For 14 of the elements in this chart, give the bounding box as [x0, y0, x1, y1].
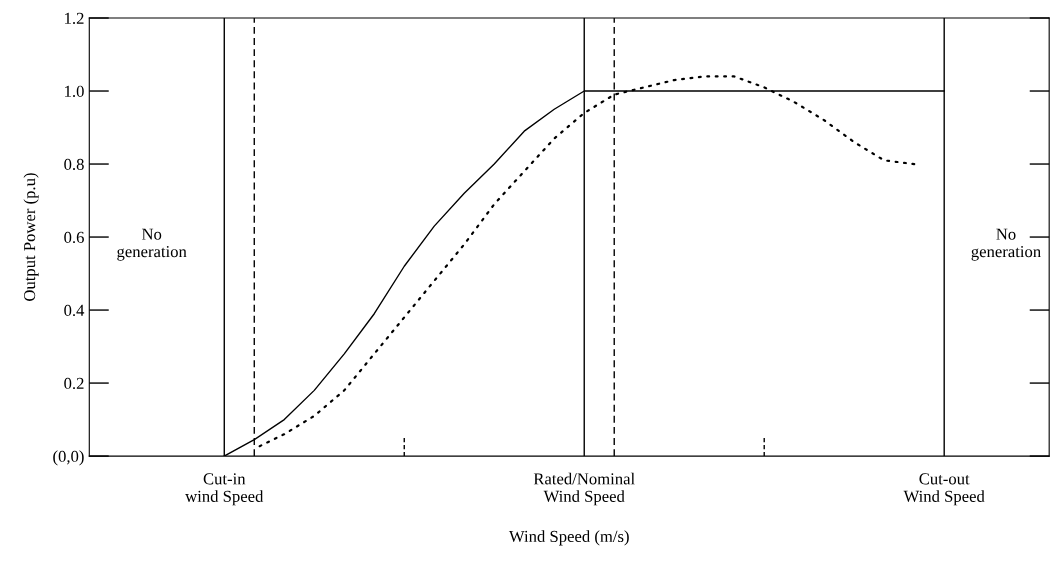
x-tick-label: Cut-in wind Speed [185, 473, 264, 506]
y-tick-label: 0.4 [64, 304, 85, 317]
y-tick-label: 0.8 [64, 158, 84, 171]
x-tick-label: Cut-out Wind Speed [903, 473, 985, 506]
x-axis-title: Wind Speed (m/s) [508, 530, 629, 546]
y-tick-label: 1.2 [65, 12, 84, 25]
y-tick-label: (0,0) [53, 450, 84, 466]
y-tick-label: 0.6 [64, 231, 84, 244]
annotation: No generation [117, 228, 187, 261]
y-axis-title: Output Power (p.u) [23, 173, 39, 301]
annotation: No generation [971, 228, 1041, 261]
y-tick-label: 0.2 [64, 377, 84, 390]
y-tick-label: 1.0 [65, 85, 84, 98]
x-tick-label: Rated/Nominal Wind Speed [533, 472, 635, 506]
